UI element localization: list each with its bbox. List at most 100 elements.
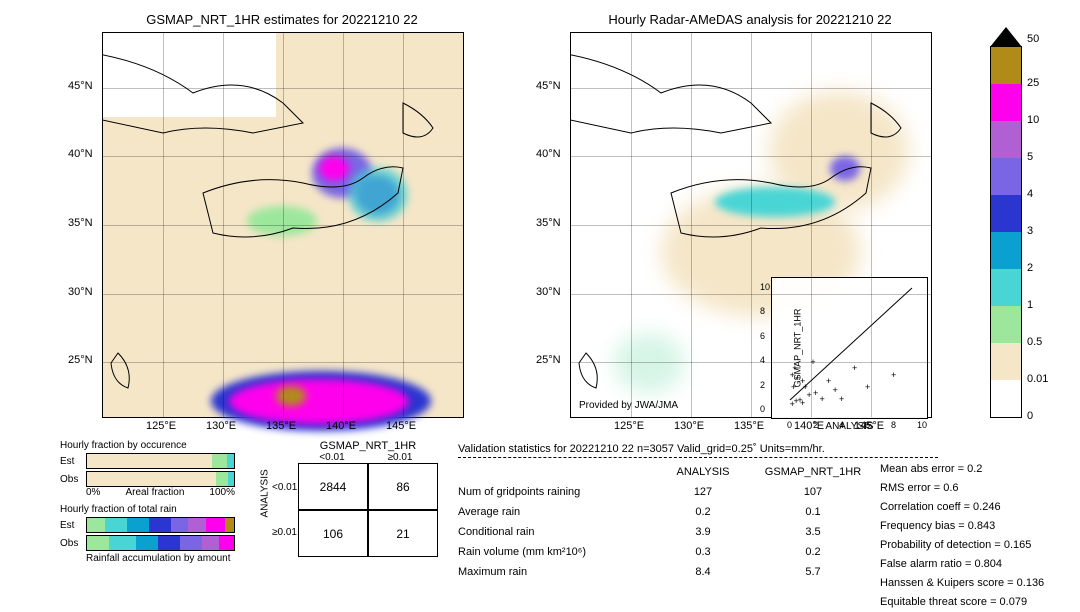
scatter-xtick: 0 [787, 420, 792, 430]
ytick-label: 30°N [68, 286, 93, 298]
colorbar-tick: 1 [1027, 299, 1033, 311]
scatter-ytick: 10 [760, 282, 770, 292]
areal-fraction-label: Areal fraction [125, 487, 184, 498]
colorbar-tick: 4 [1027, 188, 1033, 200]
rain-est-bar [86, 517, 235, 533]
pct100: 100% [209, 487, 235, 498]
metric-row: Probability of detection = 0.165 [880, 536, 1044, 555]
colorbar-tick: 0.5 [1027, 336, 1042, 348]
xtick-label: 135°E [266, 420, 296, 432]
xtick-label: 125°E [146, 420, 176, 432]
metric-row: Hanssen & Kuipers score = 0.136 [880, 574, 1044, 593]
xtick-label: 130°E [206, 420, 236, 432]
scatter-inset: ++++++++++++++++++++ ANALYSIS GSMAP_NRT_… [771, 277, 928, 419]
metric-row: Equitable threat score = 0.079 [880, 593, 1044, 612]
scatter-ytick: 6 [760, 331, 765, 341]
scatter-xtick: 4 [839, 420, 844, 430]
ct-col1: ≥0.01 [366, 452, 434, 463]
est-label: Est [60, 456, 82, 467]
scatter-point: + [820, 394, 825, 404]
validation-row: Average rain0.20.1 [458, 502, 938, 522]
xtick-label: 140°E [326, 420, 356, 432]
ct-cell: 86 [368, 463, 438, 510]
xtick-label: 145°E [386, 420, 416, 432]
colorbar: 502510543210.50.010 [990, 46, 1022, 418]
accum-title: Rainfall accumulation by amount [60, 553, 235, 564]
metric-row: RMS error = 0.6 [880, 479, 1044, 498]
scatter-ytick: 4 [760, 355, 765, 365]
colorbar-tick: 25 [1027, 77, 1039, 89]
ytick-label: 30°N [536, 286, 561, 298]
ytick-label: 45°N [68, 80, 93, 92]
scatter-point: + [813, 388, 818, 398]
colorbar-tick: 5 [1027, 151, 1033, 163]
colorbar-tick: 3 [1027, 225, 1033, 237]
validation-row: Num of gridpoints raining127107 [458, 482, 938, 502]
map2-title: Hourly Radar-AMeDAS analysis for 2022121… [570, 12, 930, 27]
ytick-label: 40°N [536, 148, 561, 160]
ct-cell: 106 [298, 510, 368, 557]
totalrain-title: Hourly fraction of total rain [60, 504, 235, 515]
ytick-label: 25°N [536, 354, 561, 366]
ytick-label: 45°N [536, 80, 561, 92]
xtick-label: 140°E [794, 420, 824, 432]
map1-panel [102, 32, 464, 418]
obs-label: Obs [60, 474, 82, 485]
xtick-label: 145°E [854, 420, 884, 432]
metric-row: Mean abs error = 0.2 [880, 460, 1044, 479]
pct0: 0% [86, 487, 100, 498]
fractions-panel: Hourly fraction by occurence Est Obs 0% … [60, 440, 235, 564]
colorbar-tick: 10 [1027, 114, 1039, 126]
scatter-point: + [891, 370, 896, 380]
scatter-point: + [800, 398, 805, 408]
ytick-label: 25°N [68, 354, 93, 366]
scatter-point: + [839, 394, 844, 404]
colorbar-tick: 0 [1027, 410, 1033, 422]
scatter-point: + [852, 363, 857, 373]
map2-panel: Provided by JWA/JMA ++++++++++++++++++++… [570, 32, 932, 418]
scatter-ytick: 2 [760, 380, 765, 390]
scatter-ylabel: GSMAP_NRT_1HR [792, 309, 802, 388]
scatter-point: + [865, 382, 870, 392]
validation-col2: GSMAP_NRT_1HR [748, 462, 878, 482]
ct-title: GSMAP_NRT_1HR [258, 440, 438, 452]
map2-attribution: Provided by JWA/JMA [579, 400, 678, 411]
scatter-point: + [833, 385, 838, 395]
scatter-ytick: 8 [760, 306, 765, 316]
scatter-xtick: 10 [917, 420, 927, 430]
ytick-label: 35°N [536, 217, 561, 229]
ct-row1: ≥0.01 [272, 510, 298, 555]
scatter-ytick: 0 [760, 404, 765, 414]
metric-row: False alarm ratio = 0.804 [880, 555, 1044, 574]
validation-row: Rain volume (mm km²10⁶)0.30.2 [458, 542, 938, 562]
colorbar-tick: 0.01 [1027, 373, 1048, 385]
validation-row: Maximum rain8.45.7 [458, 562, 938, 582]
map1-title: GSMAP_NRT_1HR estimates for 20221210 22 [102, 12, 462, 27]
figure-root: GSMAP_NRT_1HR estimates for 20221210 22 … [0, 0, 1080, 612]
metric-row: Correlation coeff = 0.246 [880, 498, 1044, 517]
xtick-label: 130°E [674, 420, 704, 432]
est-label2: Est [60, 520, 82, 531]
ct-row0: <0.01 [272, 465, 298, 510]
obs-label2: Obs [60, 538, 82, 549]
validation-col1: ANALYSIS [658, 462, 748, 482]
ct-row-title: ANALYSIS [260, 503, 271, 517]
metrics-column: Mean abs error = 0.2RMS error = 0.6Corre… [880, 460, 1044, 612]
occurrence-title: Hourly fraction by occurence [60, 440, 235, 451]
validation-header: Validation statistics for 20221210 22 n=… [458, 443, 938, 458]
colorbar-overflow-arrow-icon [990, 27, 1022, 47]
validation-row: Conditional rain3.93.5 [458, 522, 938, 542]
ytick-label: 40°N [68, 148, 93, 160]
scatter-point: + [826, 376, 831, 386]
validation-panel: Validation statistics for 20221210 22 n=… [458, 443, 938, 582]
ct-cell: 21 [368, 510, 438, 557]
scatter-xtick: 8 [891, 420, 896, 430]
occ-obs-bar [86, 471, 235, 487]
contingency-panel: GSMAP_NRT_1HR <0.01 ≥0.01 ANALYSIS <0.01… [258, 440, 438, 557]
metric-row: Frequency bias = 0.843 [880, 517, 1044, 536]
ct-cell: 2844 [298, 463, 368, 510]
colorbar-tick: 2 [1027, 262, 1033, 274]
ct-col0: <0.01 [298, 452, 366, 463]
occ-est-bar [86, 453, 235, 469]
colorbar-tick: 50 [1027, 33, 1039, 45]
